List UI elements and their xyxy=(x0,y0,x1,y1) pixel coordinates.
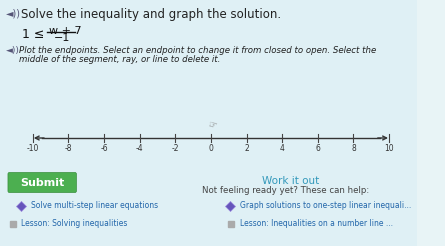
Text: 4: 4 xyxy=(280,144,285,153)
Text: Solve multi-step linear equations: Solve multi-step linear equations xyxy=(31,201,158,211)
FancyBboxPatch shape xyxy=(8,172,77,193)
Text: -8: -8 xyxy=(65,144,72,153)
Text: Lesson: Solving inequalities: Lesson: Solving inequalities xyxy=(20,219,127,229)
Text: −1: −1 xyxy=(53,33,70,43)
Text: Lesson: Inequalities on a number line ...: Lesson: Inequalities on a number line ..… xyxy=(240,219,393,229)
Text: 0: 0 xyxy=(208,144,213,153)
Text: 8: 8 xyxy=(351,144,356,153)
Text: Work it out: Work it out xyxy=(262,176,319,186)
Text: Not feeling ready yet? These can help:: Not feeling ready yet? These can help: xyxy=(202,186,369,195)
Text: Solve the inequality and graph the solution.: Solve the inequality and graph the solut… xyxy=(20,8,281,21)
Text: -4: -4 xyxy=(136,144,143,153)
Text: ◄)): ◄)) xyxy=(6,8,20,18)
Text: 1 ≤: 1 ≤ xyxy=(23,28,45,41)
Text: Submit: Submit xyxy=(20,178,65,187)
Text: Graph solutions to one-step linear inequali...: Graph solutions to one-step linear inequ… xyxy=(240,201,411,211)
Text: -6: -6 xyxy=(100,144,108,153)
Text: ◄)): ◄)) xyxy=(6,46,20,55)
Text: 2: 2 xyxy=(244,144,249,153)
Text: -10: -10 xyxy=(27,144,39,153)
Text: Plot the endpoints. Select an endpoint to change it from closed to open. Select : Plot the endpoints. Select an endpoint t… xyxy=(19,46,376,55)
Text: w + 7: w + 7 xyxy=(49,26,81,36)
Text: ☞: ☞ xyxy=(206,119,217,131)
Text: -2: -2 xyxy=(171,144,179,153)
Text: middle of the segment, ray, or line to delete it.: middle of the segment, ray, or line to d… xyxy=(19,55,220,64)
Text: 10: 10 xyxy=(384,144,394,153)
Text: 6: 6 xyxy=(316,144,320,153)
